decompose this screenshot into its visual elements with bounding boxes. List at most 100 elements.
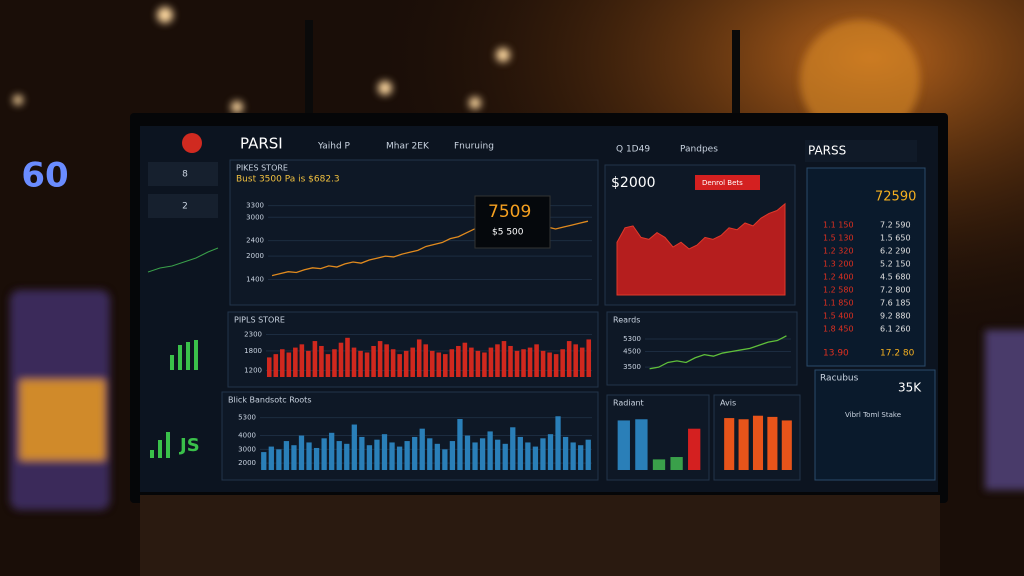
bar xyxy=(495,439,501,470)
y-tick-label: 3500 xyxy=(623,363,641,371)
bar xyxy=(560,349,565,377)
bar xyxy=(457,419,463,470)
bar xyxy=(475,350,481,377)
desk xyxy=(140,495,940,576)
bar xyxy=(449,441,456,470)
bar xyxy=(521,349,526,377)
line xyxy=(649,335,787,370)
side-row: 7.2 800 xyxy=(880,286,911,295)
bar xyxy=(403,350,409,377)
bar xyxy=(351,424,357,470)
chart-title: $2000 xyxy=(611,175,656,191)
side-footer: 17.2 80 xyxy=(880,349,915,359)
side-row: 1.5 650 xyxy=(880,234,911,243)
bar xyxy=(293,347,298,377)
bar xyxy=(434,443,440,470)
bar xyxy=(579,347,585,377)
bar xyxy=(338,342,344,377)
tab[interactable]: Yaihd P xyxy=(317,142,351,152)
sidebar-sparkline xyxy=(147,247,219,273)
bar xyxy=(501,341,507,377)
bar xyxy=(344,443,350,470)
bar xyxy=(495,344,500,377)
bar xyxy=(527,347,533,377)
bar xyxy=(268,446,274,470)
y-tick-label: 3000 xyxy=(246,213,264,221)
bar xyxy=(573,344,578,377)
bar xyxy=(364,352,370,377)
bar xyxy=(374,439,380,470)
logo xyxy=(182,133,202,153)
bar xyxy=(377,341,383,377)
filter[interactable]: Pandpes xyxy=(680,145,718,155)
bar xyxy=(329,432,335,470)
panel xyxy=(606,311,798,386)
bar xyxy=(396,446,403,470)
chart-title: Radiant xyxy=(613,399,644,408)
button[interactable] xyxy=(695,175,760,190)
bar xyxy=(540,350,546,377)
bar xyxy=(427,438,433,470)
bar xyxy=(276,449,282,470)
bar xyxy=(508,345,513,377)
side-header xyxy=(805,140,917,162)
chart-title: Blick Bandsotc Roots xyxy=(228,396,311,405)
bar xyxy=(321,438,327,470)
bar xyxy=(449,349,455,377)
bottom-value: 35K xyxy=(898,381,922,395)
bar xyxy=(767,416,778,470)
bar xyxy=(534,344,539,377)
badge: JS xyxy=(178,435,200,456)
tile[interactable] xyxy=(148,162,218,186)
bar xyxy=(586,339,592,377)
bar xyxy=(517,436,523,470)
bar xyxy=(670,457,683,470)
bottom-title: Racubus xyxy=(820,374,859,384)
side-row: 6.1 260 xyxy=(880,325,911,334)
bar xyxy=(404,441,410,470)
bar xyxy=(562,436,569,470)
tile[interactable] xyxy=(148,194,218,218)
bar xyxy=(752,415,764,470)
tab[interactable]: Fnuruing xyxy=(454,142,494,152)
bar xyxy=(280,349,285,377)
bar xyxy=(540,438,546,470)
button-label: Denrol Bets xyxy=(702,179,743,187)
side-row: 1.8 450 xyxy=(823,325,854,334)
bar xyxy=(617,420,630,470)
bottom-text: Vibrl Toml Stake xyxy=(845,411,901,419)
y-tick-label: 1400 xyxy=(246,275,264,283)
bar xyxy=(488,347,494,377)
side-row: 4.5 680 xyxy=(880,273,911,282)
y-tick-label: 2000 xyxy=(238,459,256,467)
bar xyxy=(555,416,561,470)
tab[interactable]: Mhar 2EK xyxy=(386,142,430,152)
bar xyxy=(389,442,395,470)
side-row: 1.5 400 xyxy=(823,312,854,321)
bar xyxy=(456,345,461,377)
bar xyxy=(570,442,576,470)
side-row: 1.1 150 xyxy=(823,221,854,230)
chart-title: Avis xyxy=(720,399,736,408)
bar xyxy=(585,439,591,470)
bar xyxy=(502,443,508,470)
bar xyxy=(487,431,493,470)
bar xyxy=(283,441,290,470)
stand-pole xyxy=(305,20,313,130)
sidebar-bars xyxy=(150,340,198,458)
bar xyxy=(359,436,365,470)
y-tick-label: 2000 xyxy=(246,252,264,260)
bar xyxy=(306,442,312,470)
y-tick-label: 4500 xyxy=(623,348,641,356)
bar xyxy=(261,452,267,470)
bar xyxy=(319,345,324,377)
side-row: 7.2 590 xyxy=(880,221,911,230)
bar xyxy=(312,341,318,377)
side-brand: PARSS xyxy=(808,144,846,158)
bar xyxy=(482,352,487,377)
bar xyxy=(635,419,648,470)
y-tick-label: 2400 xyxy=(246,237,264,245)
search[interactable]: Q 1D49 xyxy=(616,145,650,155)
callout-value: 7509 xyxy=(488,202,531,222)
